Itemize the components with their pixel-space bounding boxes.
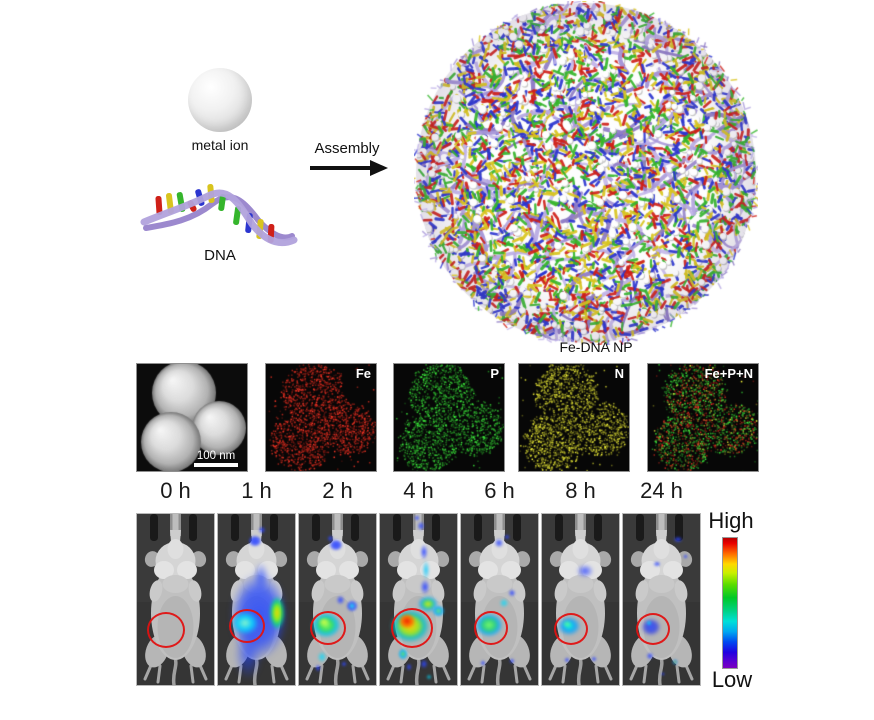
mouse-panel [298,513,377,686]
timepoint-label-1h: 1 h [241,478,272,503]
mouse-photo [137,514,214,685]
mouse-panel [217,513,296,686]
em-panel-p: P [393,363,505,472]
timepoint-label-0h: 0 h [160,478,191,503]
timepoint-label-2h: 2 h [322,478,353,503]
scale-bar-line [194,463,238,467]
colorbar-high-label: High [708,508,754,533]
dna-label: DNA [204,247,236,264]
colorbar [722,537,738,669]
em-panel-fe: Fe [265,363,377,472]
mouse-photo [542,514,619,685]
mouse-photo [218,514,295,685]
mouse-photo [461,514,538,685]
mouse-panel [379,513,458,686]
tem-image [137,364,247,471]
colorbar-low-label: Low [711,667,753,692]
mouse-photo [299,514,376,685]
metal-ion-label: metal ion [191,137,249,153]
mouse-panel [460,513,539,686]
nanoparticle-render [414,1,758,345]
n-map-label: N [614,366,624,381]
mouse-panel [622,513,701,686]
metal-ion-sphere [188,68,252,132]
mouse-panel [541,513,620,686]
scale-bar-label: 100 nm [196,450,236,462]
timepoint-label-4h: 4 h [403,478,434,503]
em-panel-n: N [518,363,630,472]
em-panel-merged: Fe+P+N [647,363,759,472]
fe-map-image [266,364,376,471]
em-panel-tem: 100 nm [136,363,248,472]
mouse-photo [380,514,457,685]
p-map-label: P [490,366,499,381]
mouse-panel [136,513,215,686]
dna-illustration [140,183,298,247]
timepoint-label-8h: 8 h [565,478,596,503]
product-label: Fe-DNA NP [559,339,633,355]
n-map-image [519,364,629,471]
timepoint-label-24h: 24 h [640,478,683,503]
scale-bar: 100 nm [192,450,240,467]
fe-map-label: Fe [355,366,371,381]
merged-map-image [648,364,758,471]
p-map-image [394,364,504,471]
merged-map-label: Fe+P+N [704,366,753,381]
assembly-label: Assembly [314,140,380,157]
mouse-photo [623,514,700,685]
assembly-arrow-icon [310,160,388,176]
timepoint-label-6h: 6 h [484,478,515,503]
